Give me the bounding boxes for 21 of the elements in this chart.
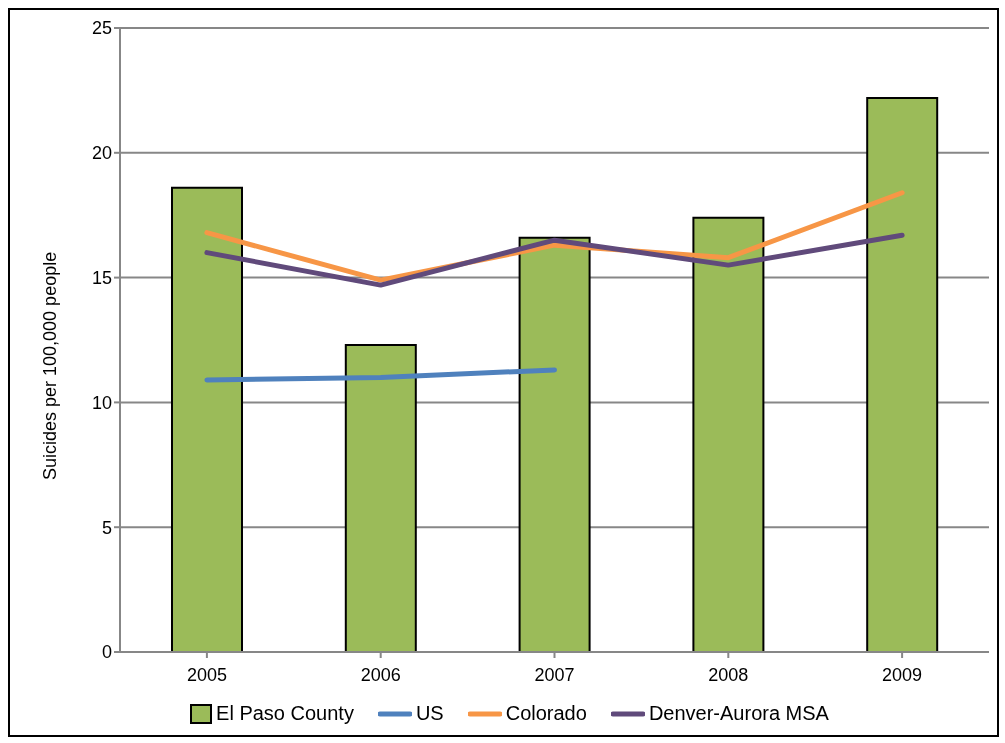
y-axis-title: Suicides per 100,000 people (40, 251, 61, 480)
legend-label: El Paso County (216, 702, 354, 725)
legend-label: Colorado (505, 702, 587, 725)
bar (692, 216, 765, 652)
x-tick-label: 2009 (882, 664, 923, 685)
legend-label: US (415, 702, 444, 725)
y-tick-label: 15 (91, 267, 112, 288)
x-tick-label: 2005 (186, 664, 227, 685)
y-tick-label: 0 (101, 642, 112, 663)
y-tick-label: 5 (101, 517, 112, 538)
bar (344, 343, 417, 652)
y-tick-label: 25 (91, 18, 112, 39)
y-tick-label: 20 (91, 143, 112, 164)
x-tick-label: 2007 (534, 664, 575, 685)
x-tick-label: 2008 (708, 664, 749, 685)
bar (518, 236, 591, 652)
bar (171, 186, 243, 652)
x-tick-label: 2006 (360, 664, 401, 685)
y-tick-label: 10 (91, 392, 112, 413)
bar (866, 96, 939, 652)
legend-label: Denver-Aurora MSA (648, 702, 829, 725)
